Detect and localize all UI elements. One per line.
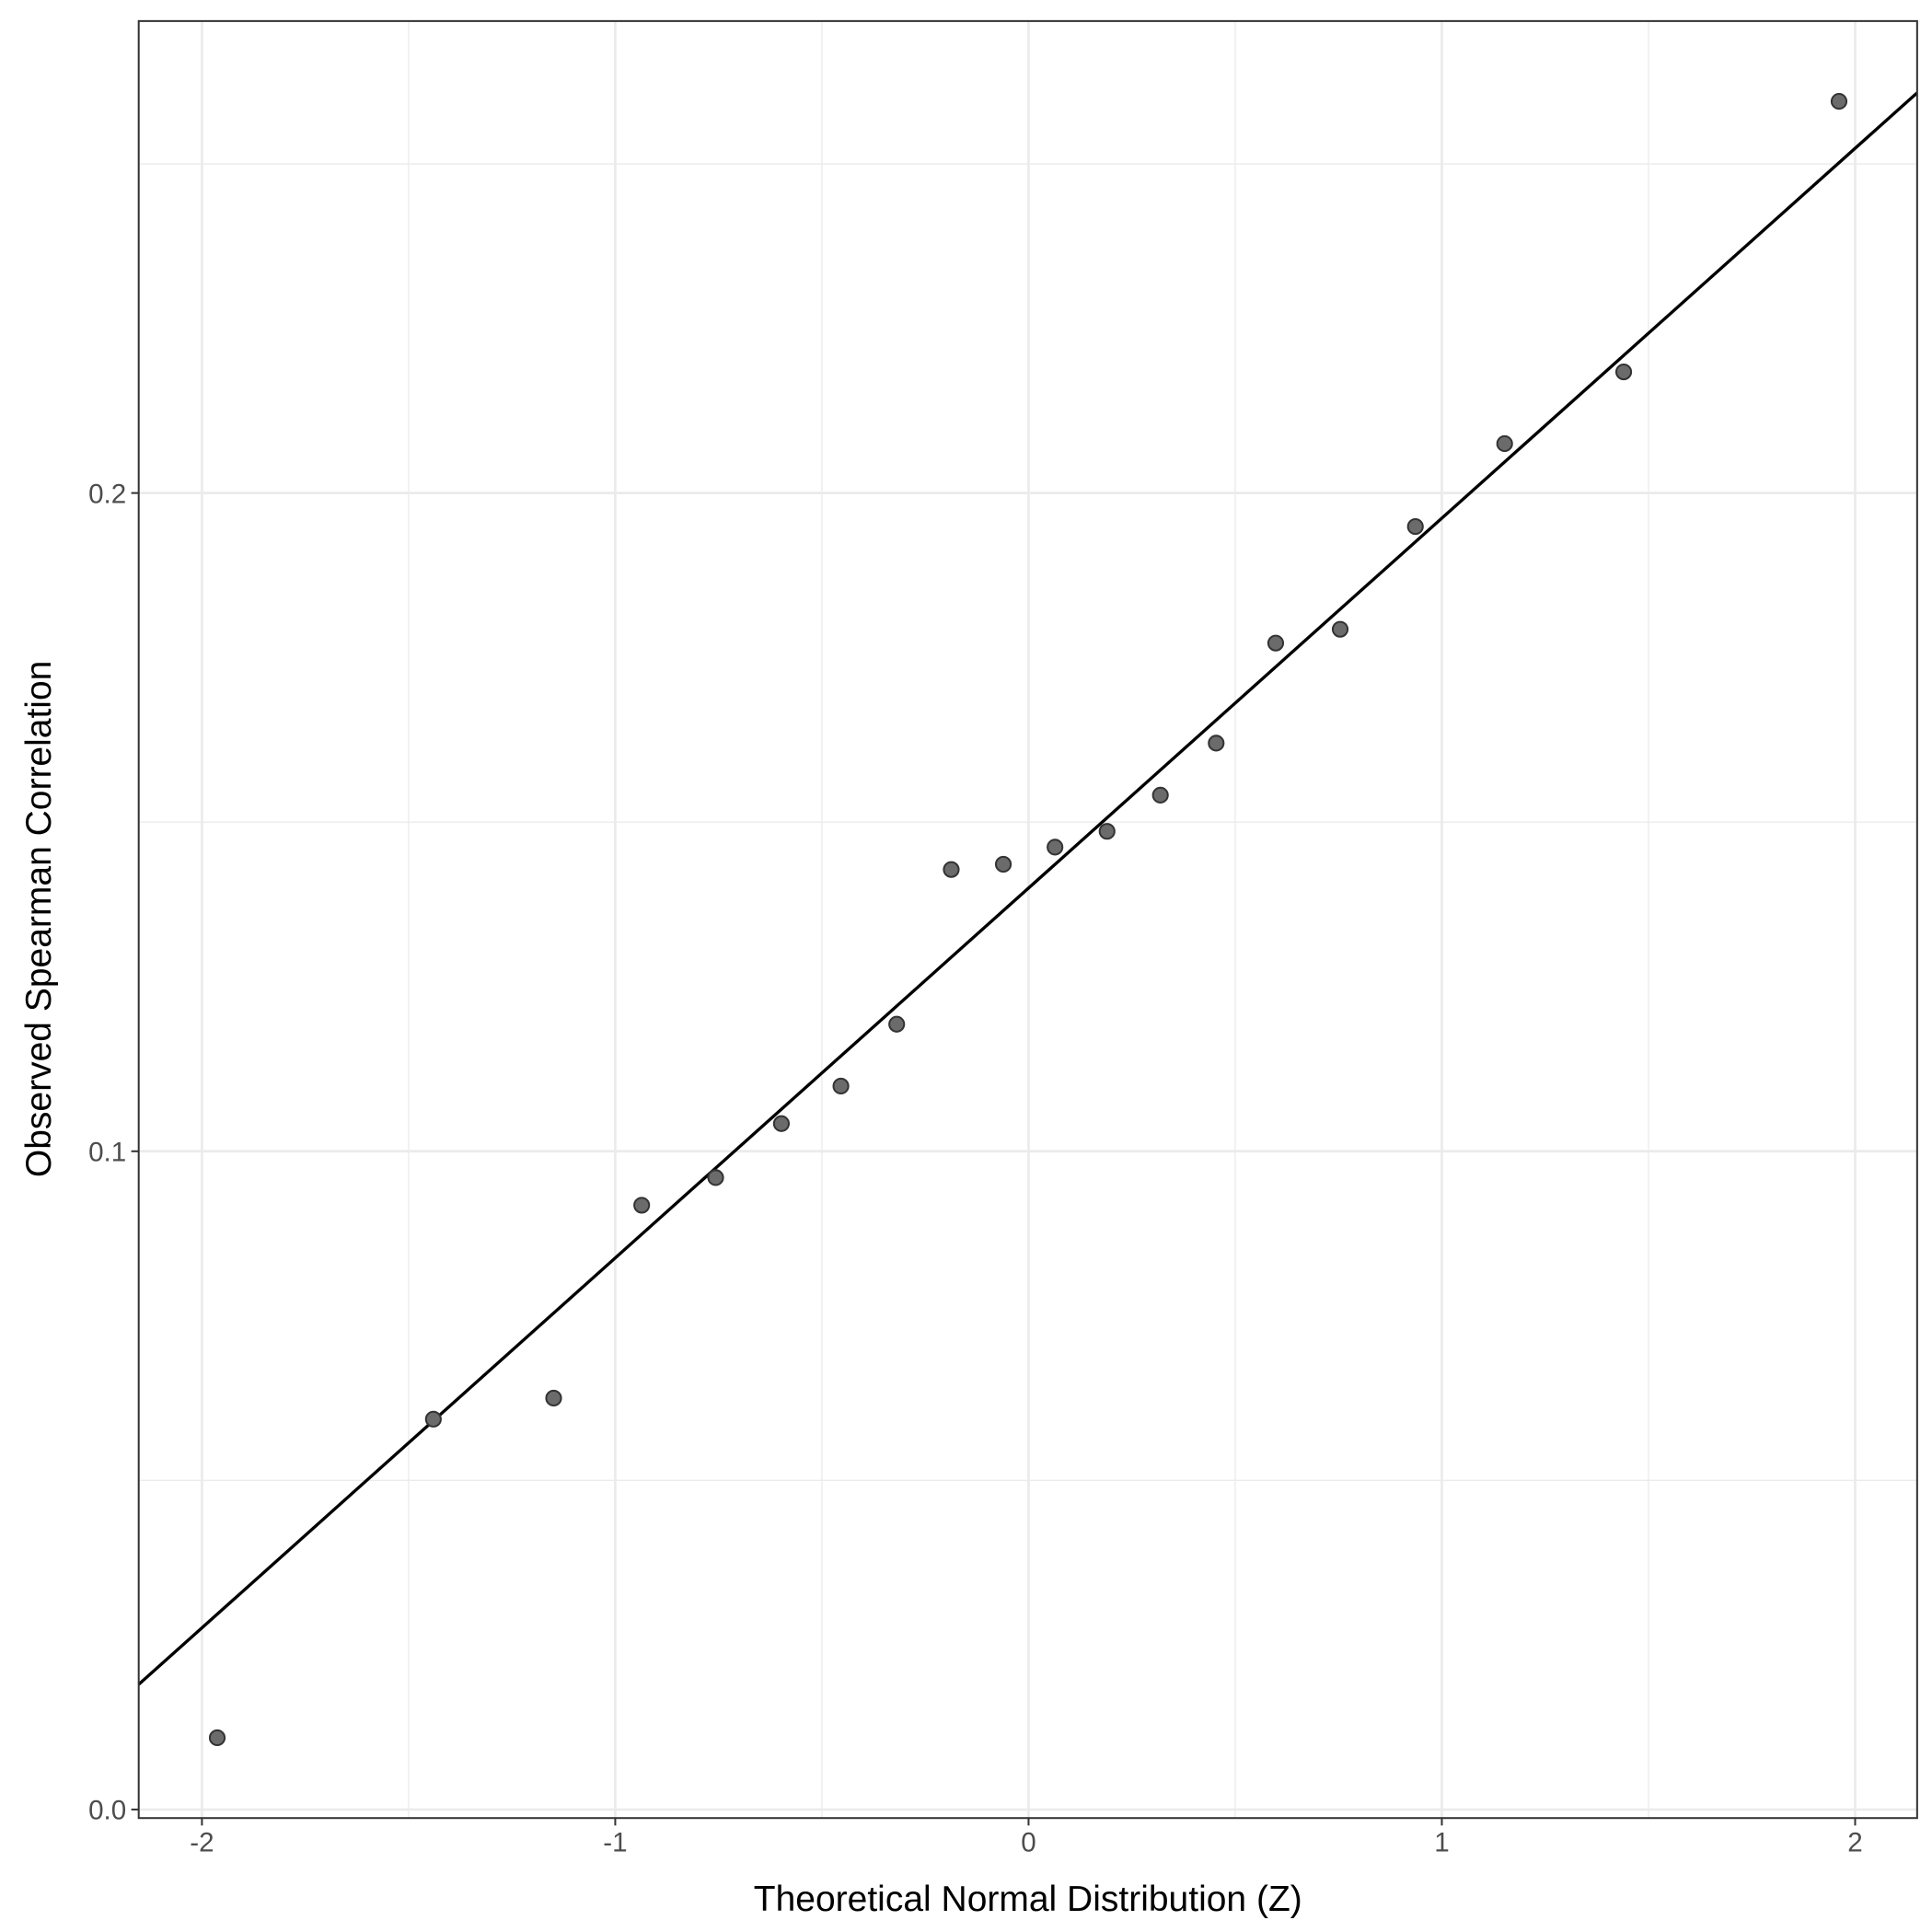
y-axis-title: Observed Spearman Correlation <box>19 661 59 1177</box>
point <box>772 1115 791 1132</box>
point <box>1830 93 1848 110</box>
x-tick-label: 2 <box>1847 1828 1862 1858</box>
point <box>1331 620 1349 638</box>
point <box>1151 786 1169 804</box>
point <box>994 855 1012 873</box>
plot-border <box>137 19 1918 1820</box>
point <box>424 1410 442 1428</box>
point <box>1208 735 1225 752</box>
point <box>1406 518 1424 536</box>
x-tick-label: -2 <box>190 1828 214 1858</box>
point <box>1496 434 1513 453</box>
point <box>545 1389 562 1407</box>
point <box>832 1077 850 1095</box>
point <box>888 1015 906 1033</box>
x-axis-title: Theoretical Normal Distribution (Z) <box>754 1880 1302 1919</box>
point <box>707 1169 724 1186</box>
y-tick-label: 0.1 <box>88 1138 126 1168</box>
y-tick-label: 0.2 <box>88 479 126 509</box>
point <box>1614 363 1633 381</box>
y-tick-label: 0.0 <box>88 1796 126 1826</box>
point <box>1267 634 1285 652</box>
point <box>1047 839 1064 856</box>
point <box>633 1197 651 1214</box>
point <box>943 861 960 878</box>
point <box>208 1729 226 1747</box>
x-tick-label: -1 <box>603 1828 627 1858</box>
x-tick-label: 1 <box>1434 1828 1449 1858</box>
point <box>1098 823 1116 840</box>
x-tick-label: 0 <box>1021 1828 1035 1858</box>
